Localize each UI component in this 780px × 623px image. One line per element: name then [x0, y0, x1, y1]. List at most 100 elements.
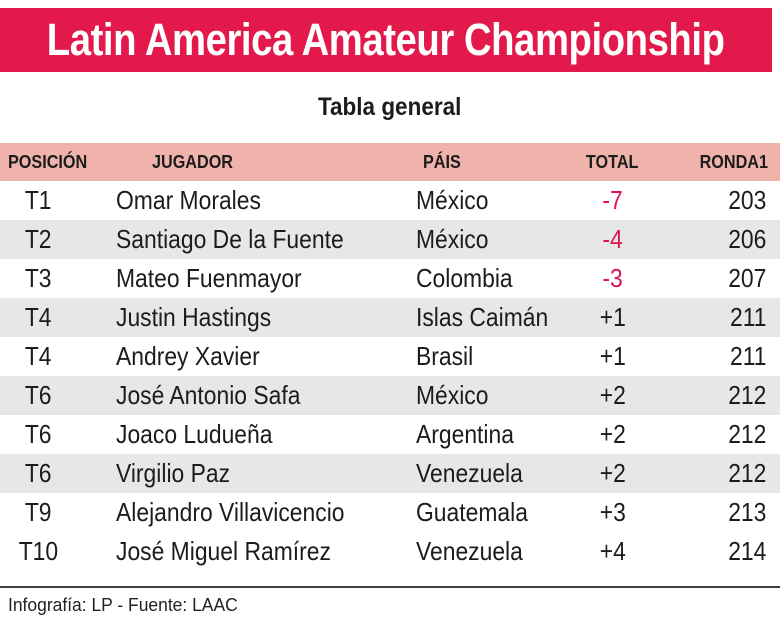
cell-value: Santiago De la Fuente: [116, 224, 344, 254]
column-header-label: POSICIÓN: [8, 151, 88, 172]
table-body: T1 Omar Morales México -7 203 T2 Santiago De l…: [0, 181, 780, 571]
cell-ronda1: 212: [665, 419, 780, 450]
cell-value: Joaco Ludueña: [116, 419, 273, 449]
cell-jugador: Justin Hastings: [90, 302, 400, 333]
cell-value: Guatemala: [416, 497, 528, 527]
cell-value: 214: [727, 536, 766, 566]
cell-ronda1: 214: [665, 536, 780, 567]
cell-value: 211: [729, 341, 766, 371]
cell-value: Argentina: [416, 419, 514, 449]
cell-value: Venezuela: [416, 458, 523, 488]
cell-value: T4: [24, 302, 52, 332]
column-header-posicion: POSICIÓN: [0, 152, 90, 173]
table-header-row: POSICIÓN JUGADOR PÁIS TOTAL RONDA1: [0, 143, 780, 181]
column-header-jugador: JUGADOR: [90, 152, 400, 173]
cell-jugador: Omar Morales: [90, 185, 400, 216]
cell-value: México: [416, 185, 489, 215]
cell-pais: Islas Caimán: [400, 302, 580, 333]
cell-value: T6: [24, 458, 52, 488]
cell-total: +1: [580, 302, 665, 333]
cell-posicion: T10: [0, 536, 90, 567]
table-row: T10 José Miguel Ramírez Venezuela +4 214: [0, 532, 780, 571]
table-row: T3 Mateo Fuenmayor Colombia -3 207: [0, 259, 780, 298]
cell-value: +3: [599, 497, 626, 527]
cell-value: T10: [18, 536, 58, 566]
title-banner: Latin America Amateur Championship: [0, 8, 772, 72]
cell-posicion: T3: [0, 263, 90, 294]
cell-ronda1: 212: [665, 458, 780, 489]
cell-value: T4: [24, 341, 52, 371]
cell-value: José Antonio Safa: [116, 380, 301, 410]
table-row: T9 Alejandro Villavicencio Guatemala +3 213: [0, 493, 780, 532]
cell-total: +2: [580, 380, 665, 411]
cell-jugador: Joaco Ludueña: [90, 419, 400, 450]
cell-ronda1: 207: [665, 263, 780, 294]
cell-value: 212: [727, 419, 766, 449]
cell-posicion: T9: [0, 497, 90, 528]
cell-ronda1: 213: [665, 497, 780, 528]
cell-value: +2: [599, 419, 626, 449]
table-row: T1 Omar Morales México -7 203: [0, 181, 780, 220]
cell-pais: México: [400, 380, 580, 411]
cell-value: 207: [727, 263, 766, 293]
column-header-label: TOTAL: [586, 151, 639, 172]
cell-value: +2: [599, 458, 626, 488]
cell-total: -3: [580, 263, 665, 294]
leaderboard-table: POSICIÓN JUGADOR PÁIS TOTAL RONDA1 T1 Oma…: [0, 143, 780, 571]
cell-value: T1: [24, 185, 52, 215]
cell-posicion: T6: [0, 380, 90, 411]
cell-jugador: Santiago De la Fuente: [90, 224, 400, 255]
cell-posicion: T4: [0, 302, 90, 333]
cell-pais: Colombia: [400, 263, 580, 294]
cell-value: Justin Hastings: [116, 302, 272, 332]
cell-value: México: [416, 380, 489, 410]
cell-jugador: Alejandro Villavicencio: [90, 497, 400, 528]
infographic-page: Latin America Amateur Championship Tabla…: [0, 8, 780, 623]
cell-value: Colombia: [416, 263, 513, 293]
cell-jugador: Andrey Xavier: [90, 341, 400, 372]
cell-value: 203: [727, 185, 766, 215]
cell-value: 206: [727, 224, 766, 254]
cell-value: Brasil: [416, 341, 474, 371]
table-row: T4 Justin Hastings Islas Caimán +1 211: [0, 298, 780, 337]
cell-posicion: T2: [0, 224, 90, 255]
cell-pais: Venezuela: [400, 458, 580, 489]
cell-value: Omar Morales: [116, 185, 261, 215]
cell-ronda1: 211: [665, 302, 780, 333]
cell-value: 211: [729, 302, 766, 332]
table-row: T6 Joaco Ludueña Argentina +2 212: [0, 415, 780, 454]
column-header-label: PÁIS: [423, 151, 461, 172]
cell-value: +1: [599, 341, 626, 371]
cell-value: +1: [599, 302, 626, 332]
page-title: Latin America Amateur Championship: [47, 14, 725, 65]
cell-value: +4: [599, 536, 626, 566]
cell-value: T6: [24, 419, 52, 449]
cell-total: -4: [580, 224, 665, 255]
table-row: T6 Virgilio Paz Venezuela +2 212: [0, 454, 780, 493]
cell-posicion: T6: [0, 419, 90, 450]
table-row: T6 José Antonio Safa México +2 212: [0, 376, 780, 415]
cell-value: Virgilio Paz: [116, 458, 231, 488]
cell-jugador: Mateo Fuenmayor: [90, 263, 400, 294]
cell-ronda1: 211: [665, 341, 780, 372]
credit-text: Infografía: LP - Fuente: LAAC: [8, 595, 238, 615]
cell-value: Alejandro Villavicencio: [116, 497, 345, 527]
table-row: T4 Andrey Xavier Brasil +1 211: [0, 337, 780, 376]
cell-pais: Venezuela: [400, 536, 580, 567]
cell-value: -7: [602, 185, 623, 215]
cell-value: José Miguel Ramírez: [116, 536, 331, 566]
cell-value: -3: [602, 263, 623, 293]
column-header-label: JUGADOR: [152, 151, 234, 172]
cell-ronda1: 206: [665, 224, 780, 255]
cell-value: Venezuela: [416, 536, 523, 566]
column-header-label: RONDA1: [699, 151, 768, 172]
cell-value: +2: [599, 380, 626, 410]
cell-ronda1: 203: [665, 185, 780, 216]
cell-total: +2: [580, 419, 665, 450]
footer-credit: Infografía: LP - Fuente: LAAC: [0, 586, 780, 616]
cell-value: 212: [727, 458, 766, 488]
cell-pais: Brasil: [400, 341, 580, 372]
column-header-total: TOTAL: [580, 152, 665, 173]
cell-value: T9: [24, 497, 52, 527]
cell-posicion: T1: [0, 185, 90, 216]
